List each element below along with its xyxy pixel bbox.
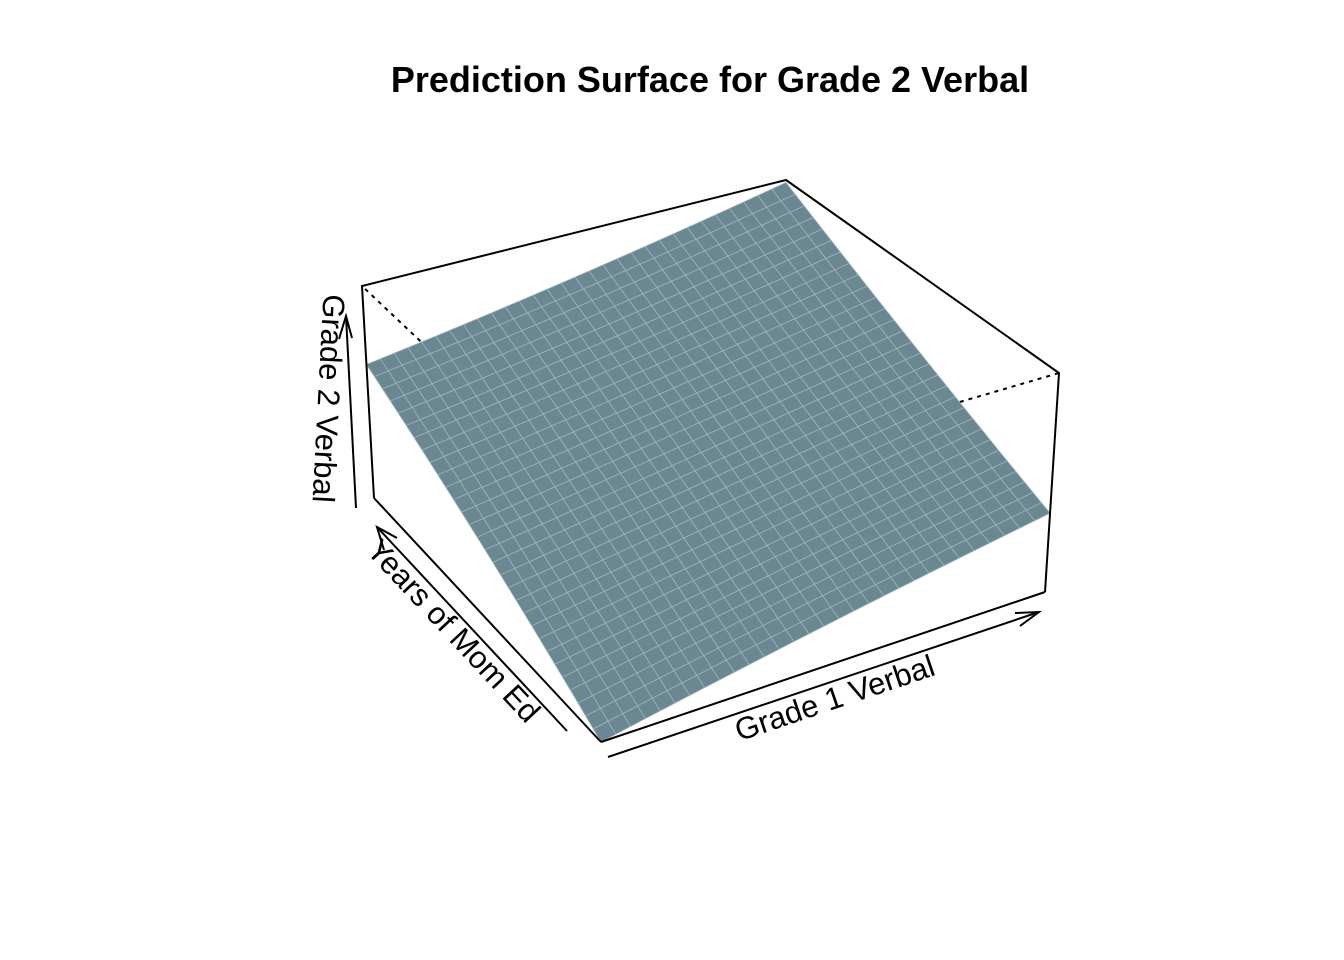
axis-arrows [338,312,1043,758]
box-visible-edges [360,178,1061,743]
z-axis-label: Grade 2 Verbal [306,294,352,504]
prediction-surface [365,182,1051,743]
y-axis-arrowhead [375,524,398,551]
box-visible-edge-front-base [600,591,1046,743]
x-axis-arrowhead [1014,610,1043,627]
y-axis-arrow [376,526,568,732]
box-visible-edge-left-base [373,497,602,743]
x-axis-arrow [607,611,1040,758]
box-visible-edge-back [360,178,1061,593]
z-axis-arrow [345,315,357,509]
surface-cell [1025,502,1051,522]
chart-title: Prediction Surface for Grade 2 Verbal [391,59,1029,100]
z-axis-arrowhead [338,312,353,340]
